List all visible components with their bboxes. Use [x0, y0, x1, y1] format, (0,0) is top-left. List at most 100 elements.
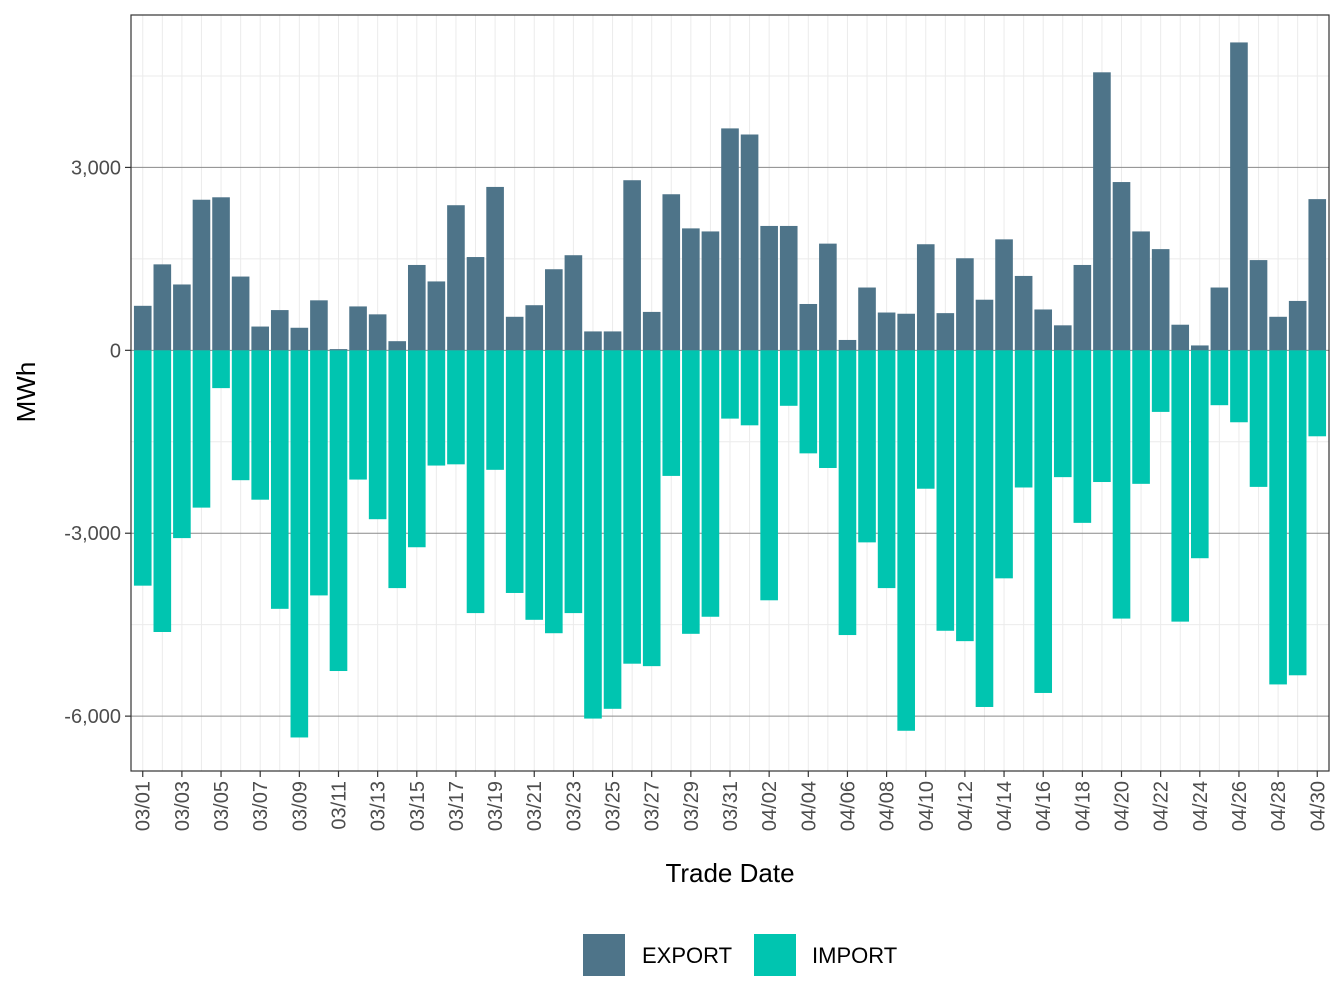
bar-import	[858, 350, 876, 543]
bar-export	[1171, 324, 1190, 351]
x-tick-label: 03/05	[211, 781, 233, 831]
x-tick-label: 04/22	[1151, 781, 1173, 831]
bar-import	[1034, 350, 1053, 693]
bar-import	[1112, 350, 1131, 619]
bar-export	[877, 312, 896, 351]
x-tick-label: 03/11	[328, 781, 350, 830]
bar-export	[740, 134, 759, 351]
bar-import	[662, 350, 681, 476]
bar-import	[388, 350, 407, 589]
bar-export	[505, 316, 524, 351]
bar-import	[1093, 350, 1111, 483]
bar-export	[545, 269, 563, 351]
bar-export	[1151, 249, 1170, 351]
bar-export	[447, 205, 465, 351]
bar-export	[564, 255, 583, 351]
bar-import	[270, 350, 289, 609]
bar-export	[368, 314, 387, 351]
bar-import	[799, 350, 818, 454]
x-tick-label: 04/28	[1268, 781, 1290, 831]
bar-export	[525, 305, 544, 351]
x-tick-label: 03/15	[407, 781, 429, 831]
bar-import	[584, 350, 602, 719]
bar-import	[740, 350, 759, 426]
bar-import	[505, 350, 524, 593]
bar-import	[642, 350, 661, 667]
bar-import	[173, 350, 191, 539]
bar-import	[838, 350, 857, 636]
legend-label-import: IMPORT	[812, 943, 897, 968]
bar-import	[701, 350, 720, 617]
bar-export	[779, 225, 798, 351]
legend-swatch-export	[583, 934, 625, 976]
x-tick-label: 03/27	[642, 781, 664, 831]
bar-import	[975, 350, 994, 707]
bar-export	[916, 244, 935, 351]
bar-export	[290, 327, 309, 351]
bar-export	[173, 284, 191, 351]
bar-export	[407, 264, 426, 351]
bar-import	[1190, 350, 1209, 559]
bar-import	[760, 350, 778, 601]
bar-export	[212, 197, 230, 351]
bar-import	[1249, 350, 1268, 487]
x-tick-label: 03/21	[524, 781, 546, 831]
x-tick-label: 04/30	[1307, 781, 1329, 831]
bar-import	[877, 350, 896, 589]
x-tick-label: 04/02	[759, 781, 781, 831]
bar-import	[564, 350, 583, 614]
bar-import	[1269, 350, 1287, 685]
y-tick-label: 0	[110, 340, 121, 362]
bar-import	[368, 350, 387, 520]
bar-export	[721, 128, 739, 351]
bar-import	[682, 350, 700, 634]
bar-export	[466, 257, 485, 351]
bar-import	[290, 350, 309, 738]
bar-import	[349, 350, 367, 480]
x-axis: 03/01 03/03 03/05 03/07 03/09 03/11 03/13 03/15…	[133, 771, 1329, 831]
bar-export	[486, 186, 504, 351]
bar-export	[682, 228, 700, 351]
bar-import	[1132, 350, 1150, 484]
x-tick-label: 04/20	[1112, 781, 1134, 831]
x-tick-label: 03/13	[368, 781, 390, 831]
x-tick-label: 03/17	[446, 781, 468, 831]
bar-import	[466, 350, 485, 614]
x-tick-label: 03/01	[133, 781, 155, 831]
x-tick-label: 04/04	[798, 781, 820, 831]
bar-import	[603, 350, 622, 709]
bar-import	[231, 350, 250, 481]
bar-export	[1053, 325, 1072, 351]
bar-import	[486, 350, 504, 470]
bar-import	[133, 350, 152, 586]
bar-import	[916, 350, 935, 489]
bar-import	[721, 350, 739, 419]
x-tick-label: 03/09	[289, 781, 311, 831]
x-tick-label: 04/06	[837, 781, 859, 831]
bar-export	[858, 287, 876, 351]
x-tick-label: 04/12	[955, 781, 977, 831]
bar-import	[1151, 350, 1170, 412]
bar-import	[1210, 350, 1229, 406]
bar-export	[1210, 287, 1229, 351]
bar-export	[995, 239, 1013, 351]
bar-import	[525, 350, 544, 620]
bar-import	[1171, 350, 1190, 622]
bar-import	[212, 350, 230, 389]
legend-swatch-import	[754, 934, 796, 976]
bar-export	[701, 231, 720, 351]
legend: EXPORT IMPORT	[583, 934, 897, 976]
bars	[133, 42, 1327, 738]
x-tick-label: 03/19	[485, 781, 507, 831]
bar-export	[1190, 345, 1209, 351]
bar-export	[584, 331, 602, 351]
bar-import	[1053, 350, 1072, 478]
bar-export	[310, 300, 328, 351]
y-tick-label: -6,000	[64, 706, 121, 728]
x-tick-label: 03/03	[172, 781, 194, 831]
bar-import	[779, 350, 798, 406]
legend-label-export: EXPORT	[642, 943, 732, 968]
x-tick-label: 03/23	[563, 781, 585, 831]
x-tick-label: 03/25	[603, 781, 625, 831]
